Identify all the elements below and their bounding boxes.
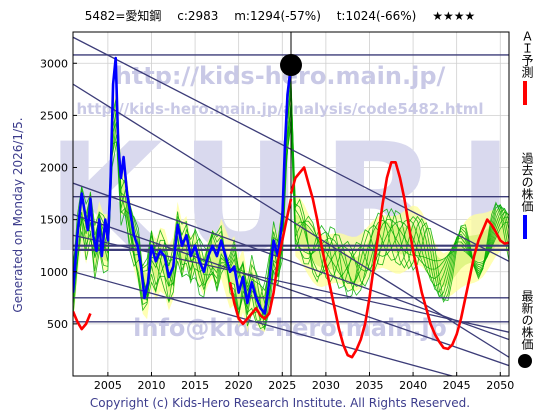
minimum-price: m:1294(-57%) [234,9,321,23]
price-series [73,56,509,359]
y-tick-label: 3000 [40,57,68,70]
x-tick-label: 2030 [312,379,340,392]
x-tick-label: 2005 [94,379,122,392]
legend: ＡＩ予測 過去の株価 最新の株価 [514,28,536,378]
legend-swatch-ai [523,81,527,105]
x-tick-label: 2040 [399,379,427,392]
legend-item-latest: 最新の株価 [514,290,536,368]
legend-label-past: 過去の株価 [520,152,534,212]
y-tick-label: 2000 [40,162,68,175]
y-tick-label: 500 [47,318,68,331]
x-tick-label: 2025 [268,379,296,392]
watermark-url-analysis: http://kids-hero.main.jp/analysis/code54… [76,100,483,118]
y-tick-label: 2500 [40,109,68,122]
x-tick-label: 2050 [486,379,514,392]
x-tick-label: 2015 [181,379,209,392]
rating-stars: ★★★★ [432,9,476,23]
latest-price-marker [280,54,302,77]
x-axis: 2005 2010 2015 2020 2025 2030 2035 2040 2045 2050 [94,372,514,392]
watermark-url-main: http://kids-hero.main.jp/ [115,62,446,90]
current-price: c:2983 [177,9,219,23]
latest-price-marker-group [280,54,302,77]
copyright-footer: Copyright (c) Kids-Hero Research Institu… [89,396,471,410]
watermark-email: info@kids-hero.main.jp [133,314,447,342]
x-tick-label: 2035 [355,379,383,392]
x-tick-label: 2010 [137,379,165,392]
legend-label-ai: ＡＩ予測 [520,30,534,78]
ai-forecast-line [289,161,509,359]
plot-frame [72,31,510,377]
past-price-line [73,56,293,315]
target-price: t:1024(-66%) [336,9,417,23]
y-tick-label: 1500 [40,214,68,227]
y-tick-label: 1000 [40,266,68,279]
x-tick-label: 2045 [443,379,471,392]
ai-forecast-line [73,310,92,331]
y-axis: 500 1000 1500 2000 2500 3000 [40,57,77,331]
trend-lines [73,32,509,376]
legend-dot-latest [518,354,532,368]
legend-label-latest: 最新の株価 [520,290,534,350]
legend-item-past: 過去の株価 [514,152,536,239]
legend-swatch-past [523,215,527,239]
x-tick-label: 2020 [225,379,253,392]
legend-item-ai: ＡＩ予測 [514,30,536,105]
stock-code-name: 5482=愛知鋼 [84,9,162,23]
ai-forecast-line [228,198,293,326]
chart-title: 5482=愛知鋼 c:2983 m:1294(-57%) t:1024(-66%… [0,7,560,24]
